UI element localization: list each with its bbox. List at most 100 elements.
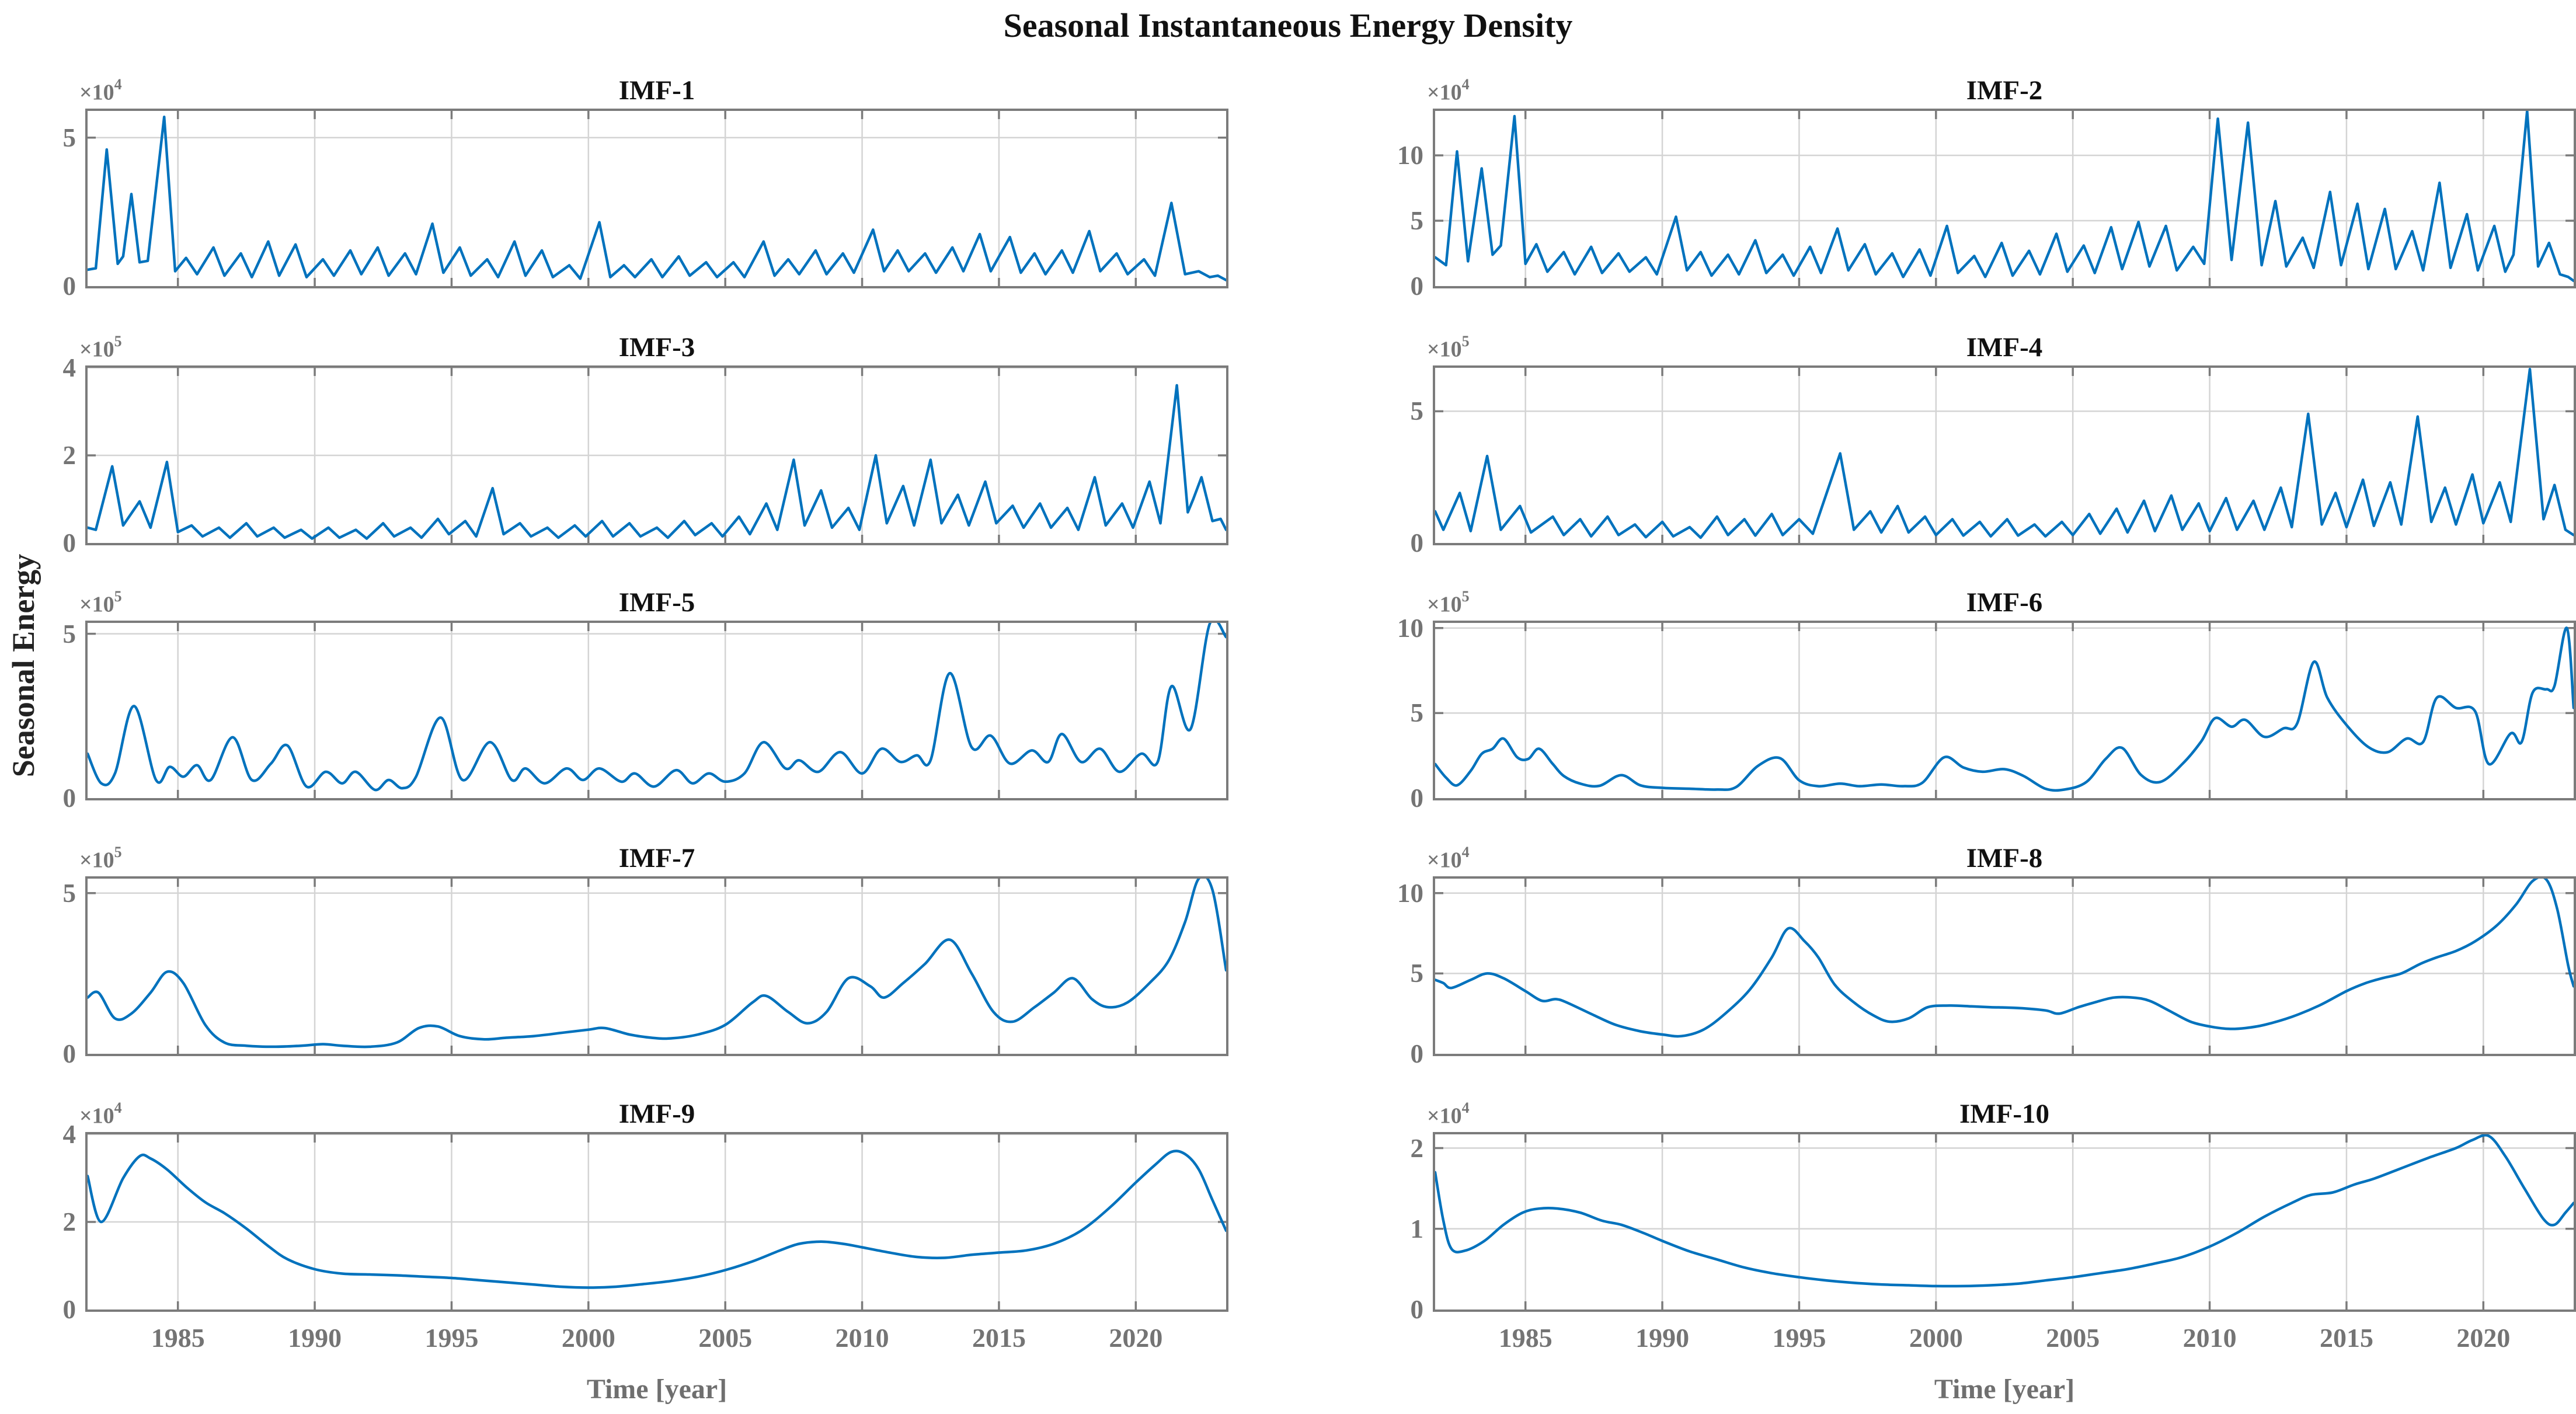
y-tick-label: 0 bbox=[62, 528, 76, 558]
y-tick-label: 5 bbox=[1410, 698, 1424, 728]
x-tick-label: 1985 bbox=[151, 1323, 205, 1353]
y-axis-scale-label: ×104 bbox=[1427, 1099, 1470, 1129]
plot-title: IMF-3 bbox=[618, 332, 695, 363]
y-tick-label: 0 bbox=[62, 1039, 76, 1068]
y-tick-label: 5 bbox=[1410, 206, 1424, 236]
line-chart bbox=[85, 365, 1228, 545]
y-axis-scale-label: ×105 bbox=[1427, 588, 1470, 617]
y-tick-label: 10 bbox=[1397, 878, 1423, 908]
y-tick-label: 0 bbox=[62, 783, 76, 813]
y-tick-label: 0 bbox=[1410, 783, 1424, 813]
x-tick-labels: 1985 1990 1995 2000 2005 2010 2015 2020 bbox=[1435, 1309, 2574, 1368]
line-chart bbox=[85, 109, 1228, 288]
y-axis-scale-label: ×104 bbox=[79, 1099, 122, 1129]
data-series-line bbox=[88, 115, 1226, 282]
y-axis-scale-label: ×105 bbox=[79, 844, 122, 873]
y-tick-labels: 0 2 4 bbox=[8, 1120, 76, 1324]
y-tick-label: 5 bbox=[62, 878, 76, 908]
x-tick-label: 2010 bbox=[2182, 1323, 2237, 1353]
plot-title: IMF-5 bbox=[618, 587, 695, 618]
x-tick-label: 1990 bbox=[288, 1323, 342, 1353]
subplot-imf-7: IMF-7 ×105 0 5 bbox=[63, 843, 1228, 1068]
subplot-imf-8: IMF-8 ×104 0 5 10 bbox=[1397, 843, 2576, 1068]
data-series-line bbox=[88, 623, 1226, 792]
subplot-imf-5: IMF-5 ×105 0 5 bbox=[63, 587, 1228, 813]
y-tick-label: 5 bbox=[1410, 396, 1424, 426]
y-tick-label: 2 bbox=[62, 1207, 76, 1237]
x-tick-label: 1985 bbox=[1498, 1323, 1552, 1353]
subplot-imf-6: IMF-6 ×105 0 5 10 bbox=[1397, 587, 2576, 813]
subplot-imf-3: IMF-3 ×105 0 2 4 bbox=[63, 332, 1228, 558]
data-series-line bbox=[1435, 879, 2574, 1038]
y-tick-label: 2 bbox=[62, 441, 76, 470]
y-tick-label: 10 bbox=[1397, 141, 1423, 170]
x-tick-label: 2015 bbox=[972, 1323, 1026, 1353]
y-tick-label: 0 bbox=[1410, 528, 1424, 558]
line-chart bbox=[1433, 621, 2576, 800]
line-chart bbox=[85, 621, 1228, 800]
y-tick-label: 5 bbox=[62, 123, 76, 152]
plot-title: IMF-8 bbox=[1966, 843, 2043, 873]
line-chart bbox=[1433, 876, 2576, 1056]
figure-title: Seasonal Instantaneous Energy Density bbox=[1003, 6, 1573, 44]
subplot-imf-2: IMF-2 ×104 0 5 10 bbox=[1397, 75, 2576, 301]
subplot-imf-9: IMF-9 ×104 0 2 4 1985 1990 1995 2000 2005 2010 2… bbox=[63, 1099, 1228, 1353]
data-series-line bbox=[1435, 1134, 2574, 1288]
x-tick-label: 2000 bbox=[561, 1323, 615, 1353]
x-tick-label: 2020 bbox=[2456, 1323, 2511, 1353]
x-axis-label-left: Time [year] bbox=[586, 1374, 727, 1405]
x-tick-label: 2005 bbox=[2046, 1323, 2100, 1353]
subplot-imf-4: IMF-4 ×105 0 5 bbox=[1411, 332, 2576, 558]
y-tick-label: 0 bbox=[62, 1295, 76, 1324]
plot-title: IMF-9 bbox=[618, 1099, 695, 1129]
y-axis-scale-label: ×104 bbox=[79, 76, 122, 105]
plot-title: IMF-6 bbox=[1966, 587, 2043, 618]
x-tick-labels: 1985 1990 1995 2000 2005 2010 2015 2020 bbox=[88, 1309, 1226, 1368]
y-tick-label: 4 bbox=[62, 353, 76, 382]
x-tick-label: 2010 bbox=[835, 1323, 889, 1353]
data-series-line bbox=[1435, 626, 2574, 792]
subplot-imf-1: IMF-1 ×104 0 5 bbox=[63, 75, 1228, 301]
y-axis-scale-label: ×105 bbox=[79, 333, 122, 362]
x-tick-label: 2005 bbox=[698, 1323, 753, 1353]
plot-title: IMF-2 bbox=[1966, 75, 2043, 106]
data-series-line bbox=[88, 879, 1226, 1049]
x-tick-label: 1995 bbox=[1772, 1323, 1826, 1353]
line-chart bbox=[85, 1132, 1228, 1312]
y-axis-scale-label: ×105 bbox=[1427, 333, 1470, 362]
y-tick-label: 10 bbox=[1397, 613, 1423, 643]
line-chart bbox=[1433, 1132, 2576, 1312]
data-series-line bbox=[1435, 368, 2574, 539]
y-tick-label: 4 bbox=[62, 1120, 76, 1149]
data-series-line bbox=[88, 1150, 1226, 1289]
line-chart bbox=[85, 876, 1228, 1056]
x-tick-label: 2015 bbox=[2319, 1323, 2373, 1353]
x-tick-label: 1995 bbox=[424, 1323, 479, 1353]
line-chart bbox=[1433, 365, 2576, 545]
data-series-line bbox=[88, 384, 1226, 540]
y-tick-label: 2 bbox=[1410, 1133, 1424, 1163]
y-axis-scale-label: ×104 bbox=[1427, 844, 1470, 873]
y-tick-label: 0 bbox=[1410, 271, 1424, 301]
x-axis-label-right: Time [year] bbox=[1934, 1374, 2075, 1405]
subplot-imf-10: IMF-10 ×104 0 1 2 1985 1990 1995 2000 2005 2010… bbox=[1411, 1099, 2576, 1353]
y-tick-label: 1 bbox=[1410, 1214, 1424, 1244]
y-axis-scale-label: ×104 bbox=[1427, 76, 1470, 105]
line-chart bbox=[1433, 109, 2576, 288]
plot-title: IMF-4 bbox=[1966, 332, 2043, 363]
x-tick-label: 2000 bbox=[1909, 1323, 1963, 1353]
y-tick-labels: 0 5 10 bbox=[1356, 878, 1423, 1068]
y-tick-labels: 0 1 2 bbox=[1356, 1133, 1424, 1325]
y-tick-label: 0 bbox=[1410, 1039, 1424, 1068]
x-tick-label: 2020 bbox=[1109, 1323, 1163, 1353]
y-axis-scale-label: ×105 bbox=[79, 588, 122, 617]
y-tick-labels: 0 2 4 bbox=[8, 353, 76, 558]
y-tick-label: 5 bbox=[62, 619, 76, 649]
y-tick-labels: 0 5 10 bbox=[1356, 111, 1424, 301]
plot-title: IMF-10 bbox=[1959, 1099, 2049, 1129]
